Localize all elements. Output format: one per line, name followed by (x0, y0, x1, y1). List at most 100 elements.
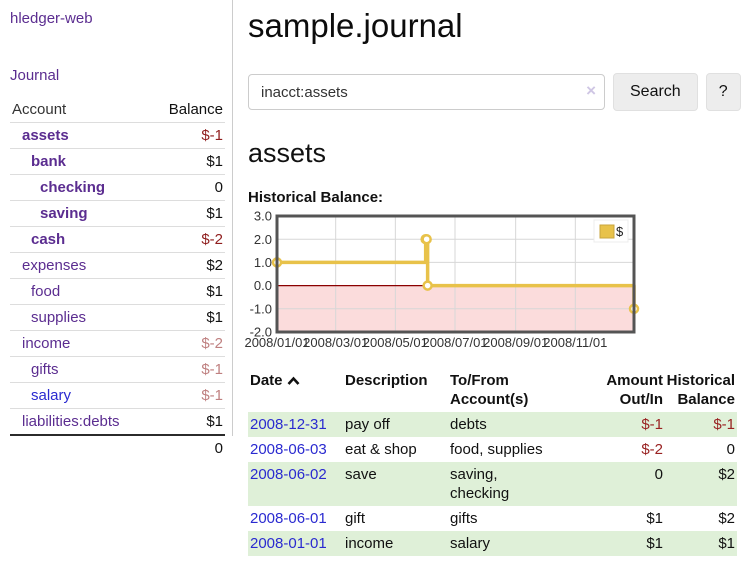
account-balance: $-2 (151, 330, 225, 357)
register-row: 2008-06-02 save saving, checking 0 $2 (248, 462, 737, 506)
account-link-cash[interactable]: cash (31, 231, 66, 248)
svg-text:-1.0: -1.0 (250, 301, 272, 316)
account-row: liabilities:debts $1 (10, 408, 225, 436)
transaction-date-link[interactable]: 2008-06-01 (250, 510, 327, 527)
transaction-balance: 0 (726, 441, 735, 458)
account-balance: $2 (151, 252, 225, 279)
register-row: 2008-01-01 income salary $1 $1 (248, 531, 737, 556)
svg-text:2008/05/01: 2008/05/01 (363, 335, 428, 350)
balance-chart: $3.0 2.0 1.0 0.0 -1.0 -2.02008/01/012008/03/0… (244, 209, 640, 350)
transaction-date-link[interactable]: 2008-12-31 (250, 416, 327, 433)
transaction-amount: $1 (646, 510, 663, 527)
account-row: food $1 (10, 278, 225, 305)
transaction-amount: $-1 (641, 416, 663, 433)
sort-ascending-icon (287, 372, 300, 391)
chart-title: Historical Balance: (248, 189, 384, 206)
account-row: saving $1 (10, 200, 225, 227)
transaction-date-link[interactable]: 2008-01-01 (250, 535, 327, 552)
svg-text:2008/03/01: 2008/03/01 (303, 335, 368, 350)
page-title: sample.journal (248, 7, 463, 44)
account-row: salary $-1 (10, 382, 225, 409)
svg-text:2008/11/01: 2008/11/01 (543, 335, 607, 350)
accounts-table: Account Balance assets $-1 bank $1 check… (10, 97, 225, 461)
account-row: assets $-1 (10, 122, 225, 149)
svg-text:2.0: 2.0 (254, 232, 272, 247)
account-balance: $1 (151, 278, 225, 305)
account-link-gifts[interactable]: gifts (31, 361, 59, 378)
svg-text:2008/01/01: 2008/01/01 (244, 335, 309, 350)
account-row: expenses $2 (10, 252, 225, 279)
transaction-description: pay off (345, 416, 390, 433)
account-row: checking 0 (10, 174, 225, 201)
transaction-balance: $2 (718, 510, 735, 527)
accounts-total-row: 0 (10, 434, 225, 461)
transaction-accounts: salary (450, 535, 491, 552)
account-row: cash $-2 (10, 226, 225, 253)
svg-text:3.0: 3.0 (254, 209, 272, 224)
transaction-description: gift (345, 510, 366, 527)
transaction-accounts: saving, checking (450, 466, 510, 502)
register-header-date[interactable]: Date (248, 368, 345, 412)
sidebar-divider (232, 0, 233, 436)
account-balance: 0 (151, 174, 225, 201)
account-heading: assets (248, 138, 327, 168)
transaction-accounts: debts (450, 416, 487, 433)
account-balance: $-1 (151, 382, 225, 409)
account-balance: $1 (151, 200, 225, 227)
account-link-bank[interactable]: bank (31, 153, 67, 170)
account-link-assets[interactable]: assets (22, 127, 69, 144)
account-balance: $-1 (151, 122, 225, 149)
account-row: supplies $1 (10, 304, 225, 331)
svg-text:$: $ (616, 224, 624, 239)
transaction-date-link[interactable]: 2008-06-02 (250, 466, 327, 483)
register-header-row: Date Description To/From Account(s) Amoun… (248, 368, 737, 412)
transaction-balance: $2 (718, 466, 735, 483)
sidebar: hledger-web Journal Account Balance asse… (10, 8, 225, 461)
account-balance: $-2 (151, 226, 225, 253)
transaction-amount: $-2 (641, 441, 663, 458)
account-link-income[interactable]: income (22, 335, 71, 352)
account-link-checking[interactable]: checking (40, 179, 106, 196)
account-link-salary[interactable]: salary (31, 387, 72, 404)
transaction-date-link[interactable]: 2008-06-03 (250, 441, 327, 458)
svg-text:0.0: 0.0 (254, 278, 272, 293)
transaction-description: income (345, 535, 394, 552)
register-header-accounts: To/From Account(s) (450, 372, 529, 408)
transaction-amount: $1 (646, 535, 663, 552)
account-link-food[interactable]: food (31, 283, 61, 300)
sidebar-item-journal[interactable]: Journal (10, 67, 60, 84)
brand-link[interactable]: hledger-web (10, 10, 93, 27)
account-link-expenses[interactable]: expenses (22, 257, 87, 274)
search-input[interactable] (248, 74, 605, 110)
register-header-amount: Amount Out/In (606, 372, 663, 408)
transaction-description: eat & shop (345, 441, 417, 458)
svg-text:1.0: 1.0 (254, 255, 272, 270)
transaction-accounts: food, supplies (450, 441, 543, 458)
account-balance: $1 (151, 148, 225, 175)
transaction-description: save (345, 466, 377, 483)
account-balance: $1 (151, 304, 225, 331)
account-row: bank $1 (10, 148, 225, 175)
account-link-supplies[interactable]: supplies (31, 309, 87, 326)
account-balance: $-1 (151, 356, 225, 383)
register-table: Date Description To/From Account(s) Amoun… (248, 368, 737, 556)
svg-text:2008/07/01: 2008/07/01 (422, 335, 487, 350)
clear-search-icon[interactable]: × (586, 81, 596, 100)
accounts-header-account: Account (10, 97, 152, 123)
account-link-saving[interactable]: saving (40, 205, 88, 222)
transaction-balance: $-1 (713, 416, 735, 433)
transaction-balance: $1 (718, 535, 735, 552)
main-content: sample.journal × Search ? assets Histori… (244, 0, 741, 556)
search-form: × Search ? (248, 73, 741, 111)
account-balance: $1 (151, 408, 225, 436)
transaction-amount: 0 (654, 466, 663, 483)
transaction-accounts: gifts (450, 510, 478, 527)
accounts-total-value: 0 (151, 434, 225, 461)
search-button[interactable]: Search (613, 73, 698, 111)
account-link-liabilities-debts[interactable]: liabilities:debts (22, 413, 120, 430)
account-row: gifts $-1 (10, 356, 225, 383)
help-button[interactable]: ? (705, 73, 741, 111)
account-row: income $-2 (10, 330, 225, 357)
register-row: 2008-06-03 eat & shop food, supplies $-2… (248, 437, 737, 462)
svg-text:-2.0: -2.0 (250, 325, 272, 340)
